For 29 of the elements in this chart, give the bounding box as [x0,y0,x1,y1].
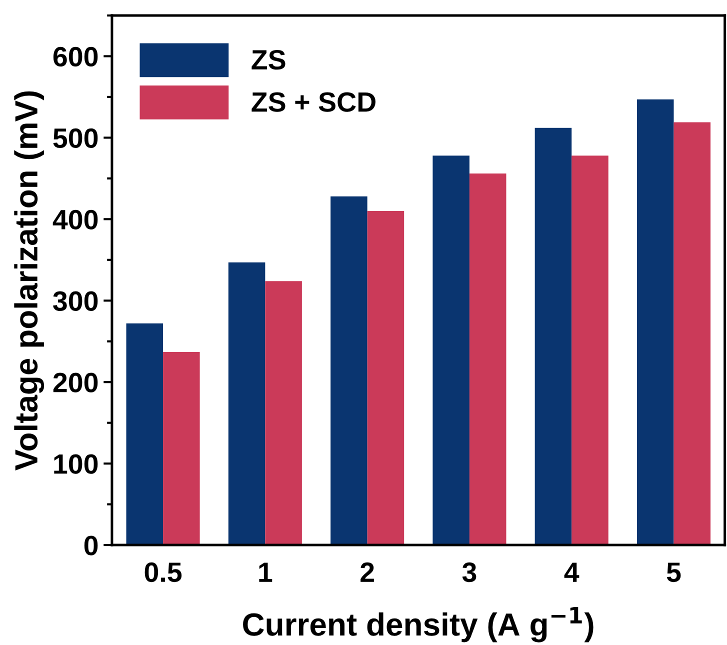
y-tick-label: 0 [84,536,98,556]
bar [572,156,608,546]
x-tick-label: 5 [666,562,681,582]
legend-label: ZS [252,50,286,70]
bar [163,352,200,546]
x-tick-label: 4 [564,562,580,582]
x-axis-title: Current density (A g$^{−1}$) [243,607,594,642]
y-axis-title: Voltage polarization (mV) [14,91,44,471]
x-tick-label: 2 [360,562,374,582]
y-tick-label: 500 [53,128,98,148]
bar [228,262,266,546]
bar [636,99,674,546]
bar [432,156,470,546]
legend-label: ZS + SCD [252,92,376,112]
bar [265,281,302,546]
x-tick-label: 0.5 [144,562,182,582]
bar [469,174,506,546]
y-tick-label: 600 [53,46,98,67]
y-tick-label: 400 [52,210,98,230]
bar [126,323,164,546]
bar [367,211,404,546]
x-tick-label: 1 [259,562,272,582]
bar [534,128,572,546]
y-tick-label: 200 [53,372,98,392]
y-tick-label: 300 [53,291,98,311]
y-tick-label: 100 [54,454,98,474]
x-tick-label: 3 [462,562,476,582]
bar [330,196,368,546]
bar [674,122,711,546]
